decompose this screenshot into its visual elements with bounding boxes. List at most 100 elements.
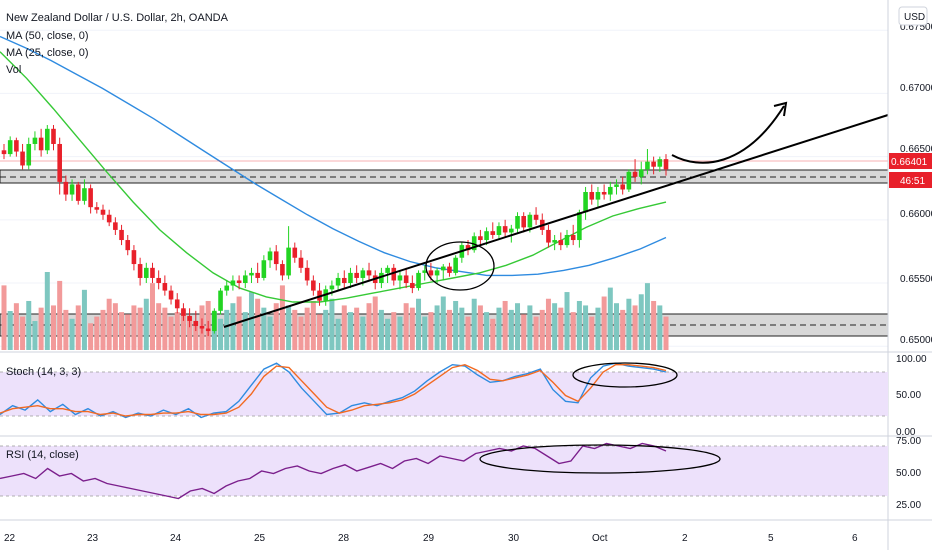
candle-body	[632, 171, 638, 177]
candle-body	[552, 240, 557, 243]
volume-bar	[230, 303, 236, 350]
rsi-tick: 50.00	[896, 468, 921, 479]
volume-bar	[490, 318, 496, 350]
ellipse-annotation-rsi[interactable]	[479, 444, 721, 474]
candle-body	[273, 251, 279, 265]
candle-body	[267, 251, 273, 261]
rsi-label[interactable]: RSI (14, close)	[6, 449, 79, 461]
candle-body	[38, 137, 44, 151]
trendline[interactable]	[223, 114, 889, 328]
candle-body	[162, 283, 168, 291]
candle-body	[261, 260, 267, 278]
candle-body	[589, 192, 595, 200]
candle-body	[168, 290, 174, 300]
volume-bar	[638, 294, 644, 350]
candle-body	[1, 150, 7, 155]
volume-bar	[589, 316, 595, 350]
volume-bar	[7, 311, 13, 350]
volume-bar	[570, 312, 576, 350]
volume-bar	[174, 312, 180, 350]
candle-body	[32, 137, 38, 144]
volume-bar	[69, 318, 75, 350]
stoch-label[interactable]: Stoch (14, 3, 3)	[6, 366, 81, 378]
time-label: 29	[423, 533, 435, 544]
candle-body	[286, 247, 291, 276]
volume-bar	[236, 296, 242, 350]
volume-bar	[1, 285, 7, 350]
volume-bar	[156, 303, 162, 350]
volume-bar	[242, 312, 248, 350]
volume-bar	[125, 314, 131, 350]
ma25-legend[interactable]: MA (25, close, 0)	[6, 47, 89, 59]
volume-bar	[484, 312, 490, 350]
volume-bar	[601, 296, 607, 350]
candle-body	[657, 159, 663, 167]
candle-body	[304, 267, 310, 281]
candle-body	[533, 214, 539, 220]
volume-bar	[576, 300, 582, 350]
volume-bar	[143, 298, 149, 350]
volume-bar	[651, 300, 657, 350]
time-label: 24	[170, 533, 182, 544]
volume-bar	[298, 316, 304, 350]
candle-body	[385, 267, 390, 273]
candle-body	[242, 275, 248, 284]
volume-bar	[267, 316, 273, 350]
rsi-tick: 25.00	[896, 500, 921, 511]
candle-body	[447, 266, 452, 273]
vol-legend[interactable]: Vol	[6, 64, 21, 76]
volume-bar	[310, 300, 316, 350]
volume-bar	[255, 298, 261, 350]
volume-bar	[533, 316, 539, 350]
volume-bar	[614, 303, 620, 350]
ma50-legend[interactable]: MA (50, close, 0)	[6, 30, 89, 42]
volume-bar	[187, 316, 193, 350]
ellipse-annotation-price[interactable]	[425, 241, 495, 291]
candle-body	[341, 277, 347, 284]
volume-bar	[477, 305, 483, 350]
candle-body	[521, 216, 527, 228]
candle-body	[410, 283, 415, 289]
candle-body	[137, 264, 143, 278]
volume-bar	[329, 298, 335, 350]
time-label: 28	[338, 533, 350, 544]
resistance-zone	[0, 169, 889, 184]
rsi-axis[interactable]: 75.00 50.00 25.00	[896, 436, 921, 511]
candle-body	[280, 264, 285, 276]
candle-body	[595, 192, 601, 200]
candle-body	[360, 270, 366, 278]
stoch-axis[interactable]: 100.00 50.00 0.00	[896, 354, 927, 438]
volume-bar	[63, 309, 69, 350]
candle-body	[156, 277, 161, 284]
volume-bar	[657, 305, 663, 350]
candle-body	[478, 236, 483, 241]
volume-bar	[131, 305, 137, 350]
candle-body	[570, 234, 576, 241]
candle-body	[193, 320, 199, 326]
volume-bar	[422, 316, 428, 350]
candle-body	[205, 328, 211, 332]
ellipse-annotation-stoch[interactable]	[572, 362, 678, 388]
volume-bar	[218, 318, 224, 350]
volume-bar	[397, 316, 403, 350]
candle-body	[638, 169, 644, 177]
time-axis[interactable]: 22 23 24 25 28 29 30 Oct 2 5 6	[4, 533, 858, 544]
volume-bar	[149, 283, 155, 350]
candle-body	[546, 229, 551, 243]
volume-bar	[81, 289, 87, 350]
stoch-band	[0, 372, 888, 416]
candle-body	[645, 161, 650, 170]
curved-arrow-annotation[interactable]	[671, 101, 788, 164]
volume-bar	[391, 312, 397, 350]
volume-bar	[341, 305, 347, 350]
currency-button[interactable]: USD	[898, 6, 928, 26]
candle-body	[249, 272, 254, 276]
candle-body	[403, 275, 409, 284]
volume-bar	[539, 309, 545, 350]
volume-bar	[496, 307, 502, 350]
candle-body	[335, 277, 341, 286]
volume-bar	[224, 309, 230, 350]
candle-body	[509, 228, 514, 233]
